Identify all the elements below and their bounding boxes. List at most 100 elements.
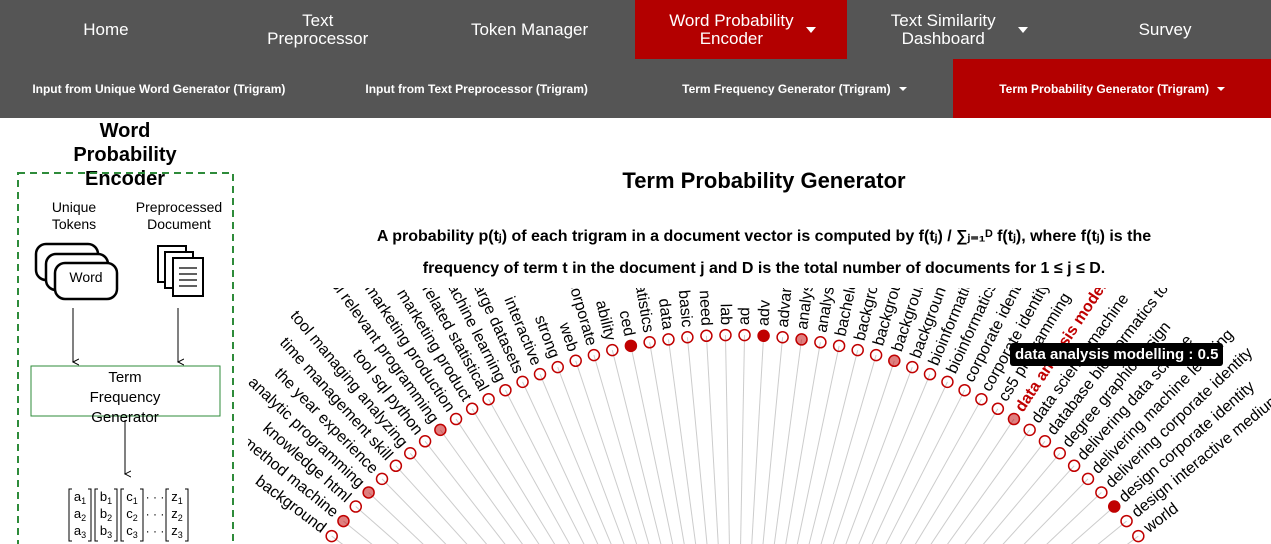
term-node bbox=[958, 383, 971, 397]
tooltip-separator: : bbox=[1184, 346, 1198, 363]
term-node bbox=[404, 447, 417, 460]
link-line bbox=[1023, 478, 1089, 544]
term-label: ad bbox=[736, 307, 753, 325]
matrix-cell: b2 bbox=[100, 506, 112, 523]
term-node bbox=[337, 514, 350, 528]
term-label: lab bbox=[717, 304, 734, 326]
term-node bbox=[375, 472, 389, 486]
matrix-cell: c1 bbox=[126, 489, 138, 506]
link-line bbox=[820, 354, 877, 544]
nav-item[interactable]: Word Probability Encoder bbox=[635, 0, 848, 59]
link-line bbox=[331, 535, 344, 544]
term-node bbox=[1107, 500, 1121, 513]
link-line bbox=[439, 429, 523, 544]
link-line bbox=[899, 398, 982, 544]
nav-item[interactable]: Home bbox=[0, 0, 212, 59]
tooltip-value: 0.5 bbox=[1197, 346, 1219, 363]
term-label: adv bbox=[755, 300, 773, 327]
matrix-cell: b1 bbox=[100, 489, 112, 506]
term-node bbox=[533, 367, 547, 381]
link-line bbox=[773, 339, 803, 544]
link-line bbox=[724, 335, 730, 544]
subnav-item[interactable]: Input from Text Preprocessor (Trigram) bbox=[318, 59, 636, 118]
link-line bbox=[858, 373, 931, 544]
matrix-cell: z2 bbox=[171, 506, 183, 523]
nav-item[interactable]: Token Manager bbox=[424, 0, 636, 59]
term-node bbox=[418, 435, 432, 448]
word-stack-icon bbox=[34, 242, 119, 301]
subnav-label: Term Probability Generator (Trigram) bbox=[999, 81, 1210, 96]
matrix-bracket bbox=[68, 488, 92, 542]
document-icon bbox=[157, 245, 204, 297]
term-node bbox=[795, 333, 808, 346]
link-line bbox=[762, 337, 784, 544]
description: A probability p(tⱼ) of each trigram in a… bbox=[377, 228, 1151, 245]
matrix-cell: c2 bbox=[126, 506, 138, 523]
link-line bbox=[845, 366, 913, 544]
link-line bbox=[885, 389, 966, 544]
content: Word Probability Encoder Unique Tokens Prep… bbox=[17, 120, 1271, 544]
matrix-ellipsis: · · · bbox=[146, 524, 165, 538]
link-line bbox=[667, 339, 697, 544]
term-node bbox=[1053, 447, 1066, 460]
term-label: advance bbox=[775, 266, 798, 328]
term-node bbox=[1067, 459, 1081, 473]
subnav-label: Term Frequency Generator (Trigram) bbox=[682, 81, 891, 96]
nav-label: Word Probability Encoder bbox=[669, 10, 794, 48]
matrix-cell: z1 bbox=[171, 489, 183, 506]
subnav-item[interactable]: Term Frequency Generator (Trigram) bbox=[636, 59, 954, 118]
nav-label: Home bbox=[83, 19, 129, 39]
link-line bbox=[522, 381, 599, 544]
term-node bbox=[606, 343, 619, 357]
tooltip: data analysis modelling : 0.5 bbox=[1010, 343, 1224, 366]
link-line bbox=[424, 440, 506, 544]
matrix-bracket bbox=[120, 488, 144, 542]
term-node bbox=[832, 339, 846, 353]
term-node bbox=[389, 459, 403, 473]
link-line bbox=[982, 452, 1061, 544]
term-label: data bbox=[655, 297, 676, 330]
generator-label: Term Frequency Generator bbox=[90, 369, 161, 426]
link-line bbox=[1002, 465, 1075, 544]
nav-label: Survey bbox=[1138, 19, 1192, 39]
term-node bbox=[325, 529, 338, 543]
term-node bbox=[551, 360, 564, 374]
nav-item[interactable]: Text Preprocessor bbox=[212, 0, 424, 59]
diagram-frame bbox=[17, 172, 234, 544]
nav-item[interactable]: Survey bbox=[1059, 0, 1271, 59]
tokens-label: Unique Tokens bbox=[52, 199, 97, 232]
term-node bbox=[434, 423, 447, 437]
sub-nav-bar: Input from Unique Word Generator (Trigra… bbox=[0, 59, 1271, 118]
matrix-cell: a1 bbox=[74, 489, 86, 506]
term-label: need bbox=[696, 290, 715, 326]
term-node bbox=[362, 486, 375, 499]
dropdown-caret bbox=[1018, 26, 1029, 33]
subnav-item[interactable]: Term Probability Generator (Trigram) bbox=[953, 59, 1271, 118]
matrix-cell: z3 bbox=[171, 523, 183, 540]
link-line bbox=[557, 366, 625, 544]
link-line bbox=[488, 398, 571, 544]
term-node bbox=[888, 354, 901, 368]
dropdown-caret bbox=[1217, 86, 1226, 91]
tooltip-term: data analysis modelling bbox=[1015, 346, 1185, 363]
link-line bbox=[611, 350, 662, 544]
term-node bbox=[719, 328, 732, 342]
term-node bbox=[738, 328, 751, 342]
dropdown-caret bbox=[806, 26, 817, 33]
term-node bbox=[869, 348, 883, 362]
term-label: ced bbox=[615, 309, 637, 338]
term-node bbox=[449, 412, 463, 426]
link-line bbox=[947, 429, 1031, 544]
nav-item[interactable]: Text Similarity Dashboard bbox=[847, 0, 1059, 59]
term-node bbox=[1081, 472, 1095, 486]
link-line bbox=[832, 360, 895, 544]
term-node bbox=[1132, 529, 1145, 543]
term-node bbox=[643, 336, 656, 349]
document-label: Preprocessed Document bbox=[136, 199, 222, 232]
term-node bbox=[700, 329, 713, 343]
matrix-bracket bbox=[165, 488, 189, 542]
term-node bbox=[1095, 486, 1108, 499]
nav-label: Text Similarity Dashboard bbox=[890, 10, 996, 48]
subnav-item[interactable]: Input from Unique Word Generator (Trigra… bbox=[0, 59, 318, 118]
link-line bbox=[808, 350, 859, 544]
